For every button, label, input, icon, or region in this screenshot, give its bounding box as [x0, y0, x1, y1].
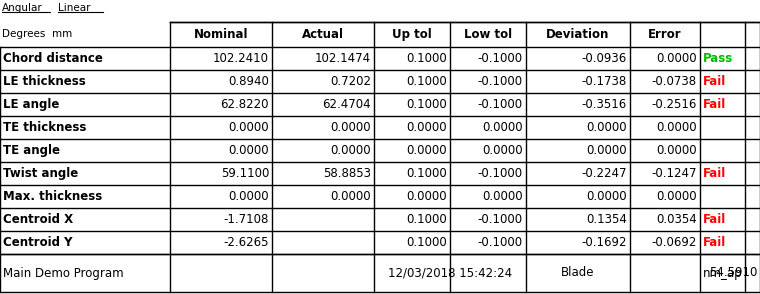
Text: -0.1000: -0.1000 — [478, 213, 523, 226]
Text: 62.4704: 62.4704 — [322, 98, 371, 111]
Text: 0.0000: 0.0000 — [483, 190, 523, 203]
Text: 0.0000: 0.0000 — [331, 144, 371, 157]
Text: 0.0000: 0.0000 — [587, 144, 627, 157]
Text: 102.2410: 102.2410 — [213, 52, 269, 65]
Text: 58.8853: 58.8853 — [323, 167, 371, 180]
Text: Pass: Pass — [703, 52, 733, 65]
Text: Deviation: Deviation — [546, 28, 610, 41]
Text: Twist angle: Twist angle — [3, 167, 78, 180]
Text: -0.0738: -0.0738 — [652, 75, 697, 88]
Text: 0.0000: 0.0000 — [331, 190, 371, 203]
Text: Nominal: Nominal — [194, 28, 249, 41]
Text: -0.1738: -0.1738 — [581, 75, 627, 88]
Text: 0.0000: 0.0000 — [657, 190, 697, 203]
Text: Degrees: Degrees — [2, 29, 46, 39]
Text: 0.0000: 0.0000 — [483, 121, 523, 134]
Text: Up tol: Up tol — [392, 28, 432, 41]
Text: 59.1100: 59.1100 — [220, 167, 269, 180]
Text: 0.1000: 0.1000 — [407, 98, 447, 111]
Text: 0.1000: 0.1000 — [407, 236, 447, 249]
Text: 0.0000: 0.0000 — [407, 144, 447, 157]
Text: 0.1000: 0.1000 — [407, 213, 447, 226]
Text: 62.8220: 62.8220 — [220, 98, 269, 111]
Text: 0.0000: 0.0000 — [587, 121, 627, 134]
Text: -1.7108: -1.7108 — [223, 213, 269, 226]
Text: Actual: Actual — [302, 28, 344, 41]
Text: -0.1000: -0.1000 — [478, 52, 523, 65]
Text: -0.0692: -0.0692 — [651, 236, 697, 249]
Text: -0.1000: -0.1000 — [478, 98, 523, 111]
Text: Centroid X: Centroid X — [3, 213, 73, 226]
Text: 0.0000: 0.0000 — [407, 121, 447, 134]
Text: 0.0000: 0.0000 — [657, 144, 697, 157]
Text: TE thickness: TE thickness — [3, 121, 87, 134]
Text: Fail: Fail — [703, 75, 727, 88]
Text: 0.1000: 0.1000 — [407, 75, 447, 88]
Text: -0.2516: -0.2516 — [651, 98, 697, 111]
Text: Linear: Linear — [58, 3, 90, 13]
Text: 102.1474: 102.1474 — [315, 52, 371, 65]
Text: Fail: Fail — [703, 236, 727, 249]
Text: 0.0000: 0.0000 — [483, 144, 523, 157]
Text: Max. thickness: Max. thickness — [3, 190, 103, 203]
Text: Blade: Blade — [561, 266, 595, 280]
Text: -2.6265: -2.6265 — [223, 236, 269, 249]
Text: -0.1000: -0.1000 — [478, 75, 523, 88]
Text: -0.2247: -0.2247 — [581, 167, 627, 180]
Text: Low tol: Low tol — [464, 28, 512, 41]
Text: LE thickness: LE thickness — [3, 75, 86, 88]
Text: -0.1692: -0.1692 — [581, 236, 627, 249]
Text: nm_ap: nm_ap — [702, 266, 742, 280]
Text: 0.0354: 0.0354 — [656, 213, 697, 226]
Text: Chord distance: Chord distance — [3, 52, 103, 65]
Text: 12/03/2018 15:42:24: 12/03/2018 15:42:24 — [388, 266, 512, 280]
Text: 0.8940: 0.8940 — [228, 75, 269, 88]
Text: Main Demo Program: Main Demo Program — [3, 266, 124, 280]
Text: -0.1000: -0.1000 — [478, 167, 523, 180]
Text: Fail: Fail — [703, 213, 727, 226]
Text: LE angle: LE angle — [3, 98, 59, 111]
Text: Fail: Fail — [703, 98, 727, 111]
Text: 0.0000: 0.0000 — [657, 121, 697, 134]
Text: 0.0000: 0.0000 — [228, 144, 269, 157]
Text: -0.3516: -0.3516 — [581, 98, 627, 111]
Text: -0.1000: -0.1000 — [478, 236, 523, 249]
Text: 0.0000: 0.0000 — [407, 190, 447, 203]
Text: 0.0000: 0.0000 — [228, 121, 269, 134]
Text: Angular: Angular — [2, 3, 43, 13]
Text: 0.1000: 0.1000 — [407, 167, 447, 180]
Text: TE angle: TE angle — [3, 144, 60, 157]
Text: 0.0000: 0.0000 — [657, 52, 697, 65]
Text: -0.1247: -0.1247 — [651, 167, 697, 180]
Text: mm: mm — [52, 29, 72, 39]
Text: Centroid Y: Centroid Y — [3, 236, 72, 249]
Text: 0.1000: 0.1000 — [407, 52, 447, 65]
Text: 0.0000: 0.0000 — [587, 190, 627, 203]
Text: -0.0936: -0.0936 — [581, 52, 627, 65]
Text: 54.5910: 54.5910 — [708, 266, 757, 280]
Text: 0.0000: 0.0000 — [228, 190, 269, 203]
Text: Error: Error — [648, 28, 682, 41]
Text: Fail: Fail — [703, 167, 727, 180]
Text: 0.7202: 0.7202 — [330, 75, 371, 88]
Text: 0.0000: 0.0000 — [331, 121, 371, 134]
Text: 0.1354: 0.1354 — [586, 213, 627, 226]
